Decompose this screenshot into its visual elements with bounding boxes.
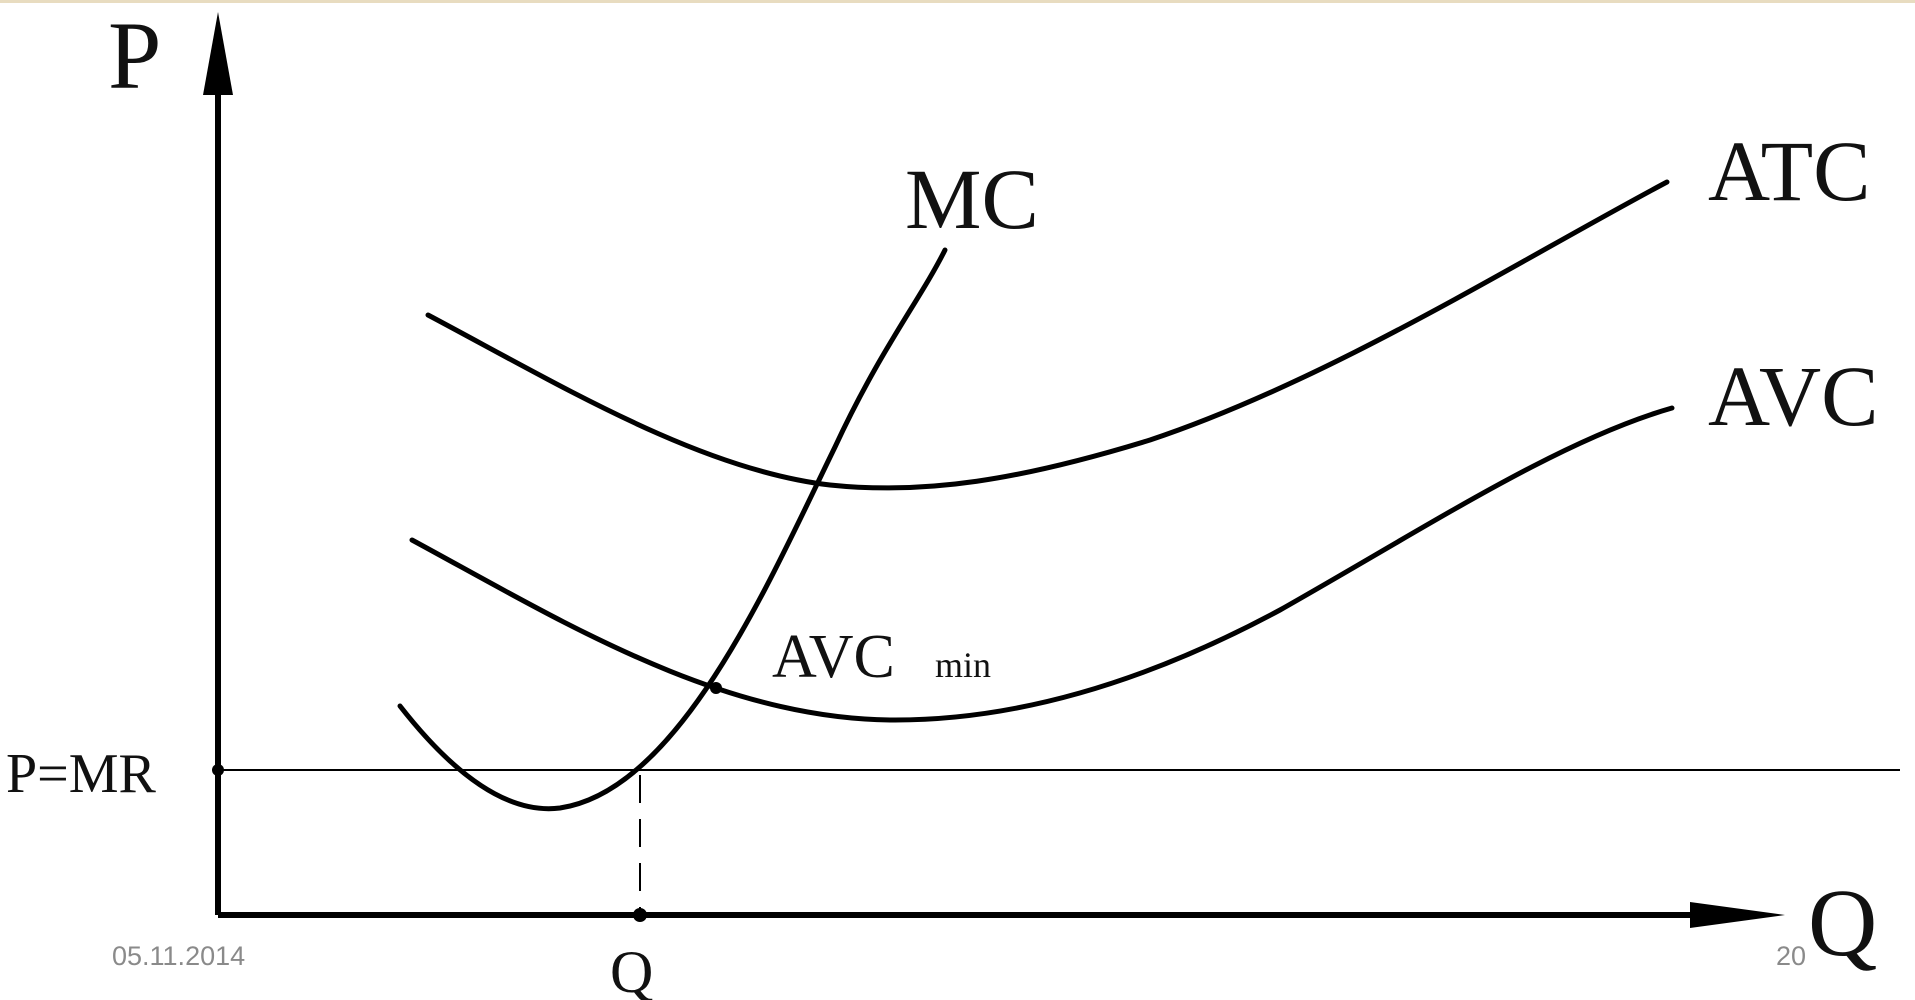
avc-min-point [710,682,722,694]
avc-min-subscript: min [935,645,991,685]
header-rule [0,0,1915,3]
price-line-label: P=MR [6,743,157,805]
q-tick-label: Q [610,939,653,1000]
q-point [633,908,647,922]
header-title-fragment: ........ [1085,0,1165,7]
y-axis-label: P [108,2,161,109]
atc-label: ATC [1708,123,1870,219]
avc-label: AVC [1708,348,1879,444]
avc-min-label: AVC [772,623,895,691]
atc-curve [425,179,1670,491]
x-axis-label: Q [1808,869,1877,976]
y-axis-arrowhead [203,12,233,95]
price-point [212,764,224,776]
x-axis-arrowhead [1690,902,1785,928]
slide-number: 20 [1776,941,1806,971]
mc-curve [397,247,948,812]
mc-label: MC [905,151,1039,247]
avc-curve [409,405,1675,723]
footer-date: 05.11.2014 [112,941,245,971]
